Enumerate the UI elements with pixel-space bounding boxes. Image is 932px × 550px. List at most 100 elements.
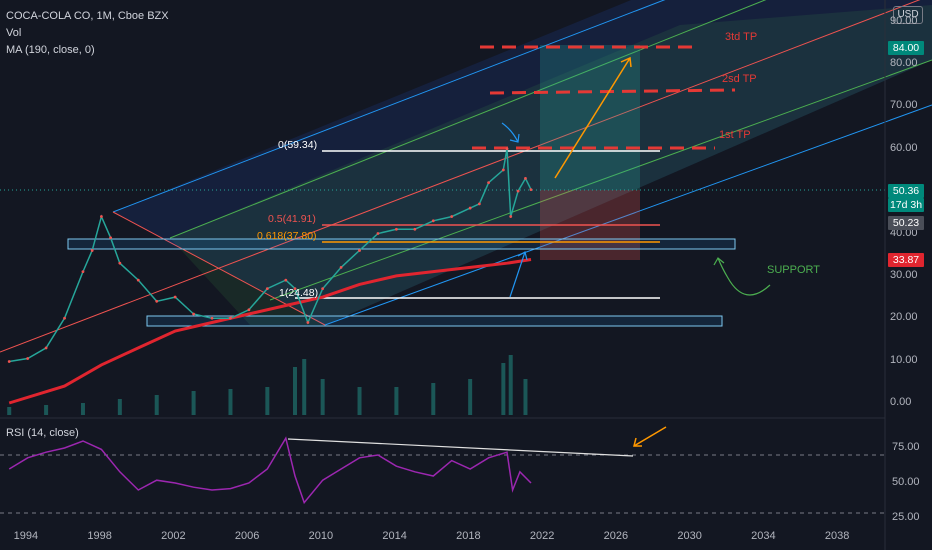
price-point (81, 270, 85, 274)
volume-bar (117, 399, 122, 415)
price-point (358, 249, 361, 252)
support-box-upper[interactable] (67, 238, 736, 250)
price-point (293, 287, 297, 290)
volume-bar (357, 387, 362, 415)
ma-value-badge: 33.87 (888, 253, 924, 267)
tp1-label: 1st TP (719, 129, 751, 141)
price-point (192, 312, 195, 316)
channel-inner-lower-line (269, 59, 932, 301)
bounce-arrow-head (517, 251, 528, 261)
price-point (477, 202, 481, 206)
price-tick-label: 80.00 (890, 57, 918, 69)
pitchfork-handle (112, 211, 326, 326)
price-tick-label: 20.00 (890, 311, 918, 324)
price-point (450, 215, 454, 218)
time-tick-label: 1998 (87, 530, 112, 542)
target-price-badge: 84.00 (888, 41, 924, 55)
volume-bar (508, 355, 513, 415)
channel-lower-line (324, 104, 932, 326)
rsi-tick-label: 25.00 (892, 511, 920, 523)
price-point (339, 266, 343, 269)
price-point (44, 346, 48, 350)
price-point (431, 219, 435, 223)
price-point (413, 227, 417, 231)
volume-bar (265, 387, 270, 415)
price-point (468, 206, 472, 210)
price-point (284, 278, 288, 282)
volume-bar (302, 359, 307, 415)
fib-1-label: 1(24.48) (279, 287, 318, 299)
support-arrow-head (713, 257, 725, 266)
time-tick-label: 2006 (234, 530, 260, 542)
rsi-tick-label: 75.00 (892, 441, 920, 453)
price-point (118, 261, 122, 265)
currency-button[interactable]: USD (893, 6, 923, 24)
fib-0-label: 0(59.34) (278, 139, 317, 151)
price-point (529, 188, 533, 191)
price-point (306, 321, 310, 324)
price-point (247, 308, 251, 312)
price-point (229, 316, 232, 320)
rsi-trendline (287, 438, 634, 457)
volume-bar (7, 407, 12, 415)
price-point (516, 189, 520, 193)
symbol-title[interactable]: COCA-COLA CO, 1M, Cboe BZX (6, 10, 169, 22)
price-point (173, 295, 177, 299)
bounce-arrow (509, 251, 526, 298)
fib-0618-label: 0.618(37.80) (257, 230, 317, 242)
time-tick-label: 1994 (13, 530, 39, 542)
support-label: SUPPORT (767, 264, 820, 276)
price-tick-label: 30.00 (890, 268, 918, 281)
tp2-line (489, 88, 736, 95)
price-point (501, 168, 505, 172)
ma-legend[interactable]: MA (190, close, 0) (6, 44, 95, 56)
peak-arrow (501, 122, 519, 143)
volume-bar (80, 403, 85, 415)
price-point (524, 177, 527, 180)
target-arrow (554, 57, 631, 179)
rsi-legend[interactable]: RSI (14, close) (6, 427, 79, 439)
price-point (100, 215, 103, 218)
price-point (265, 287, 269, 290)
last-price-badge: 50.36 (888, 184, 924, 198)
rsi-line (8, 436, 532, 505)
time-tick-label: 2010 (308, 530, 334, 542)
support-box-lower[interactable] (146, 315, 723, 327)
price-point (210, 316, 214, 320)
rsi-tick-label: 50.00 (892, 476, 920, 488)
ma-line (8, 258, 532, 405)
volume-bar (431, 383, 436, 415)
time-tick-label: 2038 (824, 530, 850, 542)
price-tick-label: 60.00 (890, 141, 918, 154)
time-tick-label: 2018 (456, 530, 481, 542)
price-point (90, 249, 94, 252)
price-tick-label: 90.00 (890, 14, 918, 27)
rsi-arrow (633, 426, 667, 447)
time-tick-label: 2026 (603, 530, 629, 542)
support-arrow (717, 257, 771, 296)
price-point (321, 287, 325, 290)
peak-arrow-head (509, 133, 520, 143)
channel-inner-fill (170, 5, 932, 325)
tp3-label: 3td TP (725, 31, 757, 43)
series-layer (7, 147, 533, 505)
volume-bar (154, 395, 159, 415)
price-point (26, 357, 30, 360)
volume-bar (523, 379, 528, 415)
price-tick-label: 0.00 (890, 396, 912, 408)
channel-upper-fill (113, 0, 932, 325)
time-tick-label: 2030 (677, 530, 702, 542)
price-point (395, 227, 398, 231)
price-point (109, 236, 113, 240)
price-tick-label: 10.00 (890, 353, 918, 366)
tp2-label: 2sd TP (722, 73, 757, 85)
time-tick-label: 2002 (161, 530, 186, 542)
price-point (376, 232, 380, 235)
volume-bar (293, 367, 297, 415)
price-tick-label: 70.00 (890, 99, 918, 112)
channel-inner-upper-line (169, 0, 767, 239)
price-point (63, 316, 66, 320)
price-point (487, 181, 490, 185)
vol-legend[interactable]: Vol (6, 27, 22, 39)
